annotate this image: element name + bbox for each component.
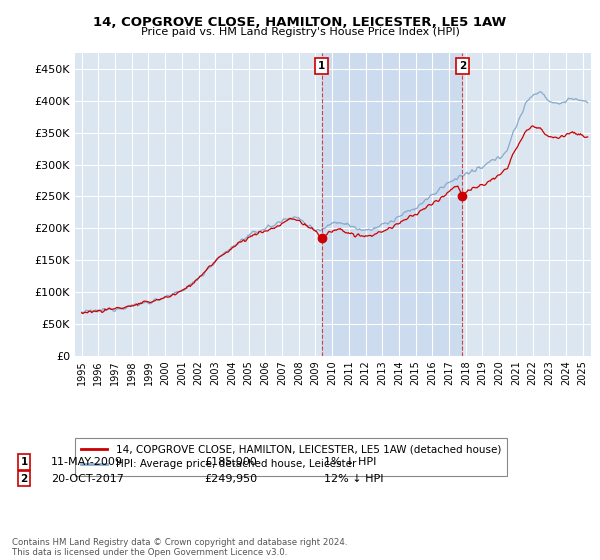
Text: 2: 2 (459, 61, 466, 71)
Text: 20-OCT-2017: 20-OCT-2017 (51, 474, 124, 484)
Legend: 14, COPGROVE CLOSE, HAMILTON, LEICESTER, LE5 1AW (detached house), HPI: Average : 14, COPGROVE CLOSE, HAMILTON, LEICESTER,… (75, 438, 507, 475)
Text: £249,950: £249,950 (204, 474, 257, 484)
Text: 2: 2 (20, 474, 28, 484)
Text: Price paid vs. HM Land Registry's House Price Index (HPI): Price paid vs. HM Land Registry's House … (140, 27, 460, 37)
Text: £185,000: £185,000 (204, 457, 257, 467)
Text: 12% ↓ HPI: 12% ↓ HPI (324, 474, 383, 484)
Text: 1: 1 (20, 457, 28, 467)
Text: 14, COPGROVE CLOSE, HAMILTON, LEICESTER, LE5 1AW: 14, COPGROVE CLOSE, HAMILTON, LEICESTER,… (94, 16, 506, 29)
Text: 1% ↓ HPI: 1% ↓ HPI (324, 457, 376, 467)
Text: Contains HM Land Registry data © Crown copyright and database right 2024.
This d: Contains HM Land Registry data © Crown c… (12, 538, 347, 557)
Text: 11-MAY-2009: 11-MAY-2009 (51, 457, 123, 467)
Text: 1: 1 (318, 61, 325, 71)
Bar (322, 53, 463, 356)
